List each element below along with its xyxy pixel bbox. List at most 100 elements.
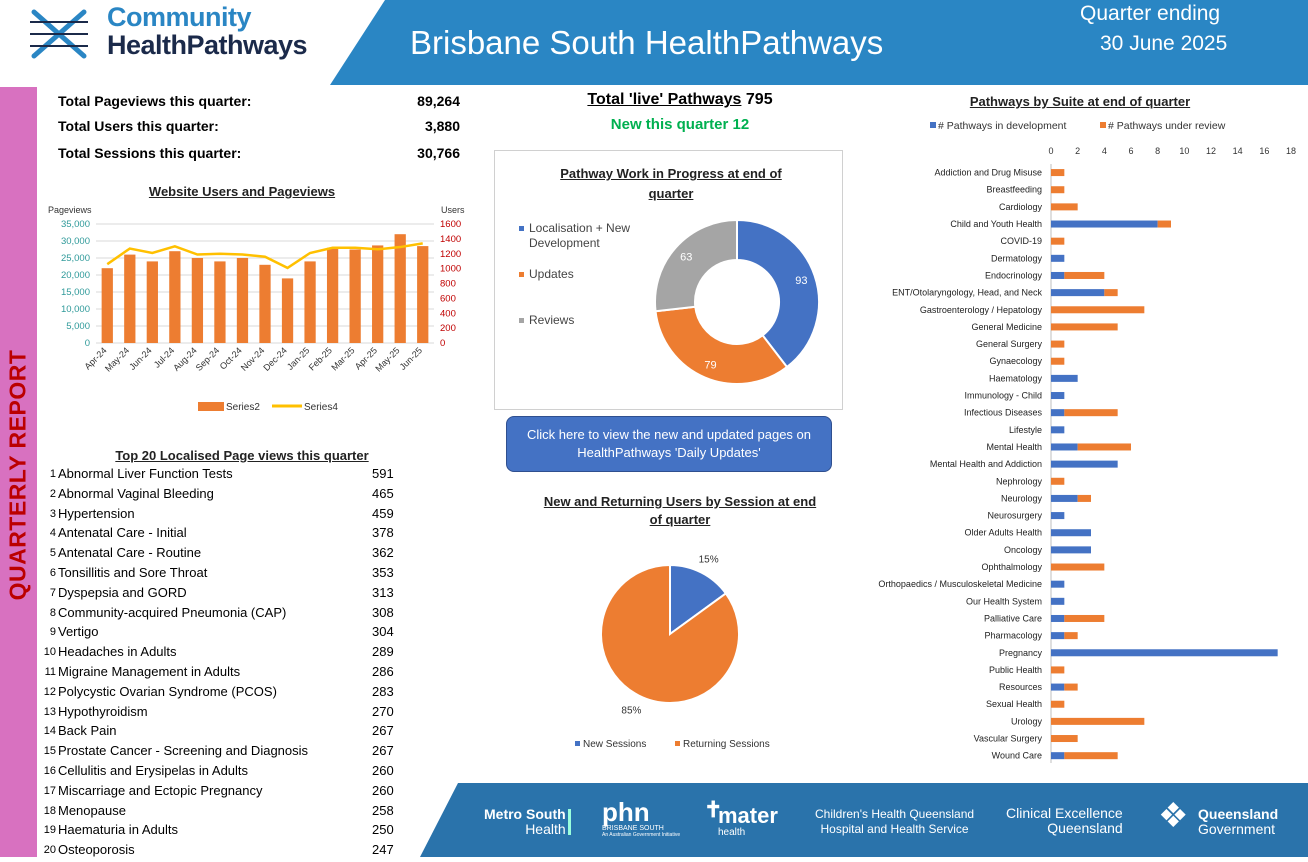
- top20-page-name: Vertigo: [58, 624, 99, 640]
- right-tick-label: 1400: [440, 234, 461, 245]
- pageviews-bar: [326, 247, 339, 343]
- top20-row: 19 Haematuria in Adults 250: [40, 822, 400, 842]
- review-bar: [1064, 271, 1105, 279]
- top20-row: 17 Miscarriage and Ectopic Pregnancy 260: [40, 783, 400, 803]
- right-tick-label: 600: [440, 293, 456, 304]
- right-tick-label: 1000: [440, 264, 461, 275]
- donut-legend-swatch: [519, 272, 524, 277]
- x-tick-label: Nov-24: [239, 345, 267, 373]
- review-bar: [1051, 237, 1065, 245]
- stat-sessions-value: 30,766: [417, 145, 460, 161]
- top20-rank: 17: [43, 784, 56, 797]
- pageviews-bar: [146, 261, 158, 343]
- category-label: Addiction and Drug Misuse: [934, 168, 1042, 178]
- top20-page-name: Cellulitis and Erysipelas in Adults: [58, 762, 249, 778]
- review-bar: [1064, 683, 1078, 691]
- top20-page-name: Hypothyroidism: [58, 703, 148, 719]
- daily-updates-button[interactable]: Click here to view the new and updated p…: [506, 416, 832, 472]
- x-tick-label: 4: [1102, 146, 1107, 156]
- development-bar: [1051, 546, 1091, 554]
- review-bar: [1051, 563, 1105, 571]
- x-tick-label: Jun-25: [398, 345, 425, 372]
- work-in-progress-panel: [494, 150, 843, 410]
- top20-rank: 14: [43, 725, 56, 738]
- sessions-title: New and Returning Users by Session at en…: [543, 494, 817, 527]
- new-pathways: New this quarter 12: [505, 116, 855, 133]
- development-bar: [1051, 597, 1065, 605]
- x-tick-label: 14: [1233, 146, 1243, 156]
- report-sidebar: [0, 87, 37, 857]
- right-tick-label: 1600: [440, 219, 461, 230]
- review-bar: [1051, 700, 1065, 708]
- development-bar: [1051, 443, 1078, 451]
- top20-rank: 11: [44, 665, 56, 678]
- metro-south-line1: Metro South: [484, 806, 566, 822]
- top20-views: 283: [372, 683, 394, 699]
- category-label: Cardiology: [999, 202, 1043, 212]
- top20-page-name: Hypertension: [58, 505, 135, 521]
- metro-south-divider: [568, 809, 571, 835]
- review-bar: [1051, 323, 1118, 331]
- top20-views: 308: [372, 604, 394, 620]
- review-bar: [1051, 186, 1065, 194]
- sidebar-title: QUARTERLY REPORT: [4, 349, 31, 601]
- users-line: [106, 242, 423, 270]
- right-tick-label: 400: [440, 308, 456, 319]
- x-tick-label: 10: [1179, 146, 1189, 156]
- top20-rank: 6: [49, 566, 56, 579]
- x-tick-label: 0: [1048, 146, 1053, 156]
- category-label: Infectious Diseases: [964, 408, 1043, 418]
- phn-text: phn: [602, 797, 650, 827]
- review-bar: [1077, 443, 1131, 451]
- top20-rank: 8: [49, 606, 56, 619]
- top20-rank: 4: [49, 527, 56, 540]
- suites-chart: # Pathways in development # Pathways unde…: [878, 120, 1296, 763]
- pageviews-bar: [259, 264, 271, 343]
- top20-page-name: Community-acquired Pneumonia (CAP): [58, 604, 287, 620]
- top20-views: 289: [372, 644, 394, 660]
- pageviews-bar: [101, 268, 113, 343]
- x-tick-label: 12: [1206, 146, 1216, 156]
- top20-row: 9 Vertigo 304: [40, 624, 400, 644]
- pie-legend-swatch: [575, 741, 580, 746]
- top20-row: 16 Cellulitis and Erysipelas in Adults 260: [40, 763, 400, 783]
- top20-views: 260: [372, 782, 394, 798]
- top20-row: 6 Tonsillitis and Sore Throat 353: [40, 565, 400, 585]
- top20-rank: 18: [43, 804, 56, 817]
- top20-page-name: Osteoporosis: [58, 842, 135, 858]
- development-bar: [1051, 529, 1091, 537]
- donut-legend-swatch: [519, 318, 524, 323]
- development-bar: [1051, 426, 1065, 434]
- top20-rank: 3: [49, 507, 56, 520]
- donut-legend-swatch: [519, 226, 524, 231]
- top20-views: 378: [372, 525, 394, 541]
- top20-row: 7 Dyspepsia and GORD 313: [40, 585, 400, 605]
- chq-line2: Hospital and Health Service: [820, 822, 969, 836]
- x-tick-label: 6: [1128, 146, 1133, 156]
- category-label: Nephrology: [996, 476, 1043, 486]
- sessions-pie: 15% 85% New Sessions Returning Sessions: [575, 554, 770, 750]
- top20-views: 260: [372, 762, 394, 778]
- pie-value-label: 15%: [699, 554, 719, 565]
- category-label: Pregnancy: [999, 648, 1043, 658]
- stat-users-value: 3,880: [424, 118, 460, 134]
- top20-page-name: Polycystic Ovarian Syndrome (PCOS): [58, 683, 277, 699]
- users-pageviews-title: Website Users and Pageviews: [148, 184, 336, 199]
- top20-views: 353: [372, 564, 394, 580]
- top20-page-name: Menopause: [58, 802, 126, 818]
- review-bar: [1051, 340, 1065, 348]
- top20-views: 258: [372, 802, 394, 818]
- right-tick-label: 200: [440, 323, 456, 334]
- header-banner: [330, 0, 1308, 85]
- top20-views: 591: [372, 466, 394, 481]
- review-bar: [1051, 169, 1065, 177]
- left-tick-label: 0: [85, 338, 90, 349]
- pageviews-bar: [281, 278, 294, 343]
- top20-rank: 5: [49, 547, 56, 560]
- category-label: Oncology: [1004, 545, 1043, 555]
- suites-legend-review-swatch: [1100, 122, 1106, 128]
- category-label: Pharmacology: [984, 631, 1042, 641]
- development-bar: [1051, 649, 1278, 657]
- top20-page-name: Haematuria in Adults: [58, 822, 178, 838]
- review-bar: [1051, 735, 1078, 743]
